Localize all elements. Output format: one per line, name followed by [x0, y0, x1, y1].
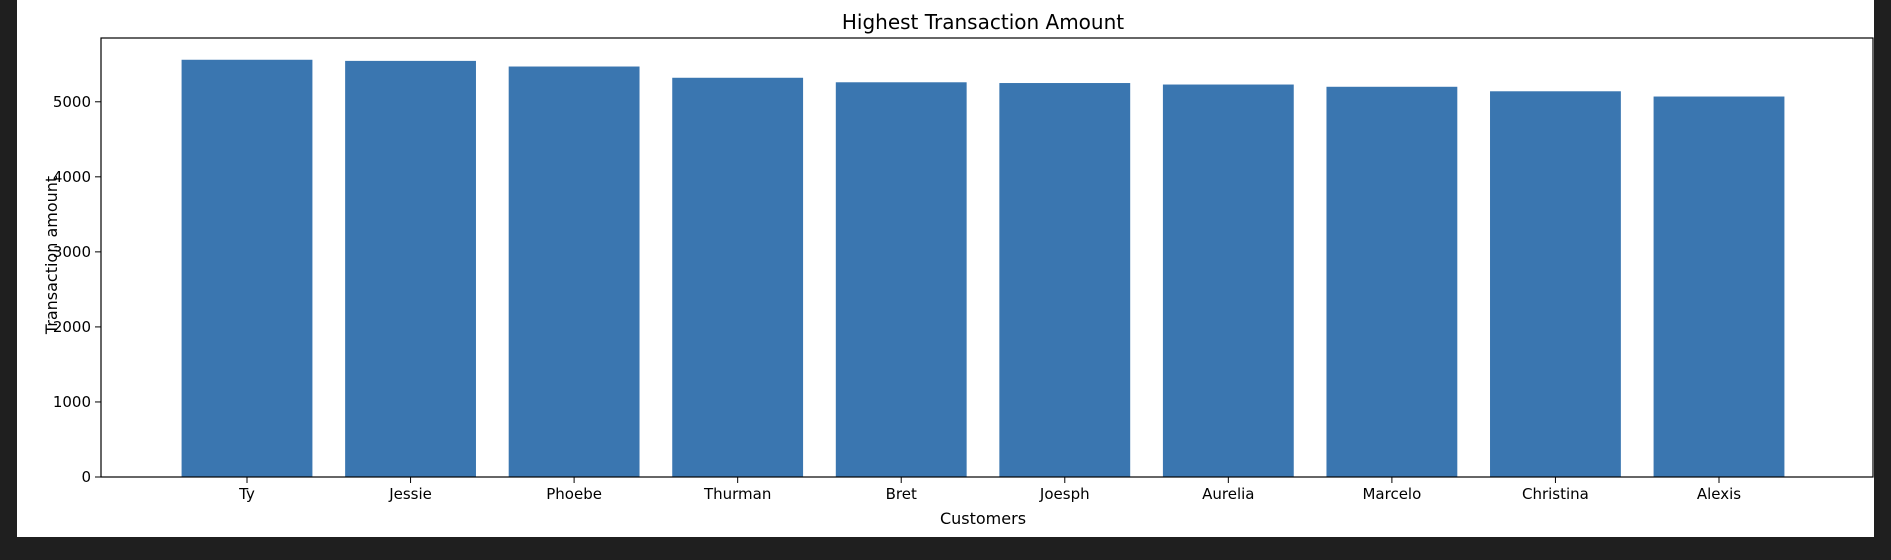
bar-bret: [835, 82, 967, 477]
y-tick-label: 4000: [53, 168, 91, 186]
x-tick-label: Joesph: [1039, 485, 1090, 503]
bar-christina: [1490, 91, 1621, 477]
x-tick-label: Christina: [1522, 485, 1589, 503]
x-tick-label: Alexis: [1697, 485, 1741, 503]
x-tick-label: Marcelo: [1362, 485, 1421, 503]
bars-group: [181, 59, 1785, 478]
y-tick-label: 2000: [53, 318, 91, 336]
bar-jessie: [345, 60, 476, 477]
bar-alexis: [1653, 96, 1785, 477]
bar-chart: Highest Transaction Amount 0 1000 2000 3000…: [42, 10, 1874, 528]
x-axis-ticks: Ty Jessie Phoebe Thurman Bret Joesph Aurelia Ma…: [238, 477, 1741, 503]
y-axis-ticks: 0 1000 2000 3000 4000 5000: [53, 93, 101, 486]
y-tick-label: 0: [81, 468, 91, 486]
y-tick-label: 1000: [53, 393, 91, 411]
chart-title: Highest Transaction Amount: [842, 10, 1124, 34]
bar-ty: [181, 59, 313, 477]
x-tick-label: Phoebe: [546, 485, 602, 503]
x-tick-label: Jessie: [388, 485, 432, 503]
bar-marcelo: [1326, 86, 1458, 477]
x-tick-label: Bret: [886, 485, 917, 503]
x-axis-label: Customers: [940, 509, 1026, 528]
bar-thurman: [672, 77, 804, 478]
chart-figure: Highest Transaction Amount 0 1000 2000 3000…: [17, 0, 1874, 537]
y-tick-label: 5000: [53, 93, 91, 111]
x-tick-label: Thurman: [703, 485, 771, 503]
bar-phoebe: [508, 66, 640, 478]
y-axis-label: Transaction amount: [42, 176, 61, 335]
x-tick-label: Aurelia: [1202, 485, 1254, 503]
bar-aurelia: [1162, 84, 1294, 477]
y-tick-label: 3000: [53, 243, 91, 261]
bar-joesph: [999, 83, 1131, 477]
x-tick-label: Ty: [238, 485, 255, 503]
plot-frame: [100, 37, 1874, 478]
